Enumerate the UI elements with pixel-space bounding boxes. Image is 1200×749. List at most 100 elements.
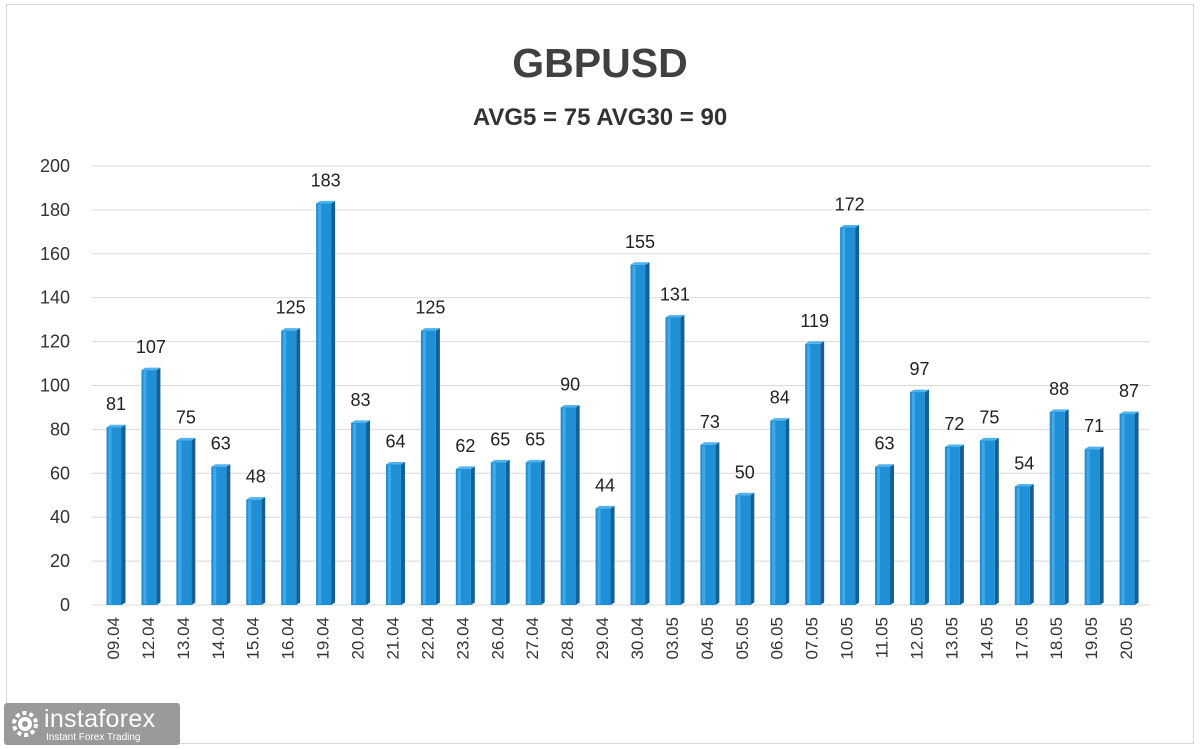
data-label: 64: [385, 432, 405, 452]
bar-top: [1049, 409, 1069, 412]
bar-highlight: [213, 467, 217, 604]
bar-top: [281, 328, 301, 331]
bar-top: [805, 341, 825, 344]
x-tick-label: 29.04: [593, 617, 612, 660]
x-tick-label: 13.05: [942, 617, 961, 660]
bar-highlight: [492, 463, 496, 604]
data-label: 87: [1119, 381, 1139, 401]
bar-top: [944, 444, 964, 447]
bar-side: [750, 492, 755, 605]
bar-highlight: [597, 509, 601, 604]
x-axis: 09.04 12.04 13.04 14.04 15.04 16.04 19.04 20.04…: [104, 617, 1136, 660]
bar-side: [191, 437, 196, 605]
y-tick-label: 100: [40, 376, 70, 396]
bar-side: [366, 420, 371, 605]
bar-top: [979, 437, 999, 441]
data-label: 54: [1014, 453, 1034, 473]
data-label: 183: [311, 170, 341, 190]
data-label: 63: [875, 434, 895, 454]
data-label: 119: [800, 311, 829, 331]
bar-top: [560, 404, 580, 408]
data-label: 62: [455, 436, 475, 456]
bar-top: [875, 464, 895, 467]
data-label: 125: [276, 298, 306, 318]
data-label: 44: [595, 475, 615, 495]
bar-highlight: [143, 371, 147, 604]
bar-highlight: [527, 463, 531, 604]
data-label: 125: [415, 298, 445, 318]
bar-highlight: [737, 496, 741, 604]
data-label: 88: [1049, 379, 1069, 399]
x-tick-label: 19.05: [1082, 617, 1101, 660]
bar-highlight: [178, 441, 182, 604]
y-tick-label: 40: [50, 507, 70, 527]
logo-tagline: Instant Forex Trading: [46, 732, 141, 743]
bar-top: [595, 505, 615, 509]
x-tick-label: 05.05: [733, 617, 752, 660]
bar-highlight: [946, 447, 950, 604]
x-tick-label: 09.04: [104, 617, 123, 660]
bar-highlight: [807, 344, 811, 604]
x-tick-label: 17.05: [1012, 617, 1031, 660]
bar-highlight: [248, 500, 252, 604]
data-label: 50: [735, 462, 755, 482]
x-tick-label: 03.05: [663, 617, 682, 660]
x-tick-label: 21.04: [383, 617, 402, 660]
bar-top: [455, 466, 475, 469]
y-axis: 0 20 40 60 80 100 120 140 160 180 200: [40, 156, 70, 615]
bar-top: [351, 420, 371, 423]
bar-highlight: [877, 467, 881, 604]
x-tick-label: 16.04: [279, 617, 298, 660]
y-tick-label: 20: [50, 551, 70, 571]
y-tick-label: 160: [40, 244, 70, 264]
bar-side: [610, 505, 615, 605]
data-label: 84: [770, 388, 790, 408]
y-tick-label: 120: [40, 332, 70, 352]
bar-top: [490, 459, 510, 463]
bar-side: [1064, 409, 1069, 605]
bar-side: [505, 459, 510, 605]
bar-highlight: [1086, 450, 1090, 604]
data-label: 90: [560, 374, 580, 394]
x-tick-label: 12.04: [139, 617, 158, 660]
x-tick-label: 28.04: [558, 617, 577, 660]
bar-top: [630, 262, 650, 265]
data-label: 71: [1084, 416, 1104, 436]
bar-side: [296, 328, 301, 605]
bar-top: [735, 492, 755, 496]
bar-top: [141, 367, 161, 371]
x-tick-label: 14.04: [209, 617, 228, 660]
x-tick-label: 30.04: [628, 617, 647, 660]
bar-highlight: [387, 465, 391, 604]
bar-highlight: [632, 265, 636, 604]
chart-title: GBPUSD: [512, 40, 688, 86]
bar-side: [959, 444, 964, 605]
bar-side: [715, 442, 720, 605]
bar-highlight: [842, 228, 846, 604]
bar-top: [1014, 483, 1034, 487]
bar-top: [211, 464, 231, 467]
bar-side: [435, 328, 440, 605]
bar-side: [890, 464, 895, 605]
bar-highlight: [772, 421, 776, 604]
bar-side: [540, 459, 545, 605]
x-tick-label: 11.05: [873, 617, 892, 658]
bar-side: [820, 341, 825, 605]
bar-highlight: [353, 423, 357, 604]
bar-side: [1029, 483, 1034, 605]
bar-highlight: [283, 331, 287, 604]
bar-side: [400, 462, 405, 605]
x-tick-label: 20.05: [1117, 617, 1136, 660]
y-tick-label: 0: [60, 595, 70, 615]
data-label: 48: [246, 467, 266, 487]
bar-side: [261, 497, 266, 605]
bar-side: [785, 418, 790, 605]
instaforex-logo: instaforex Instant Forex Trading: [4, 703, 180, 745]
bar-highlight: [981, 441, 985, 604]
data-label: 97: [909, 359, 929, 379]
bar-highlight: [1051, 412, 1055, 604]
bar-highlight: [702, 445, 706, 604]
bar-side: [156, 367, 161, 605]
bar-highlight: [457, 469, 461, 604]
